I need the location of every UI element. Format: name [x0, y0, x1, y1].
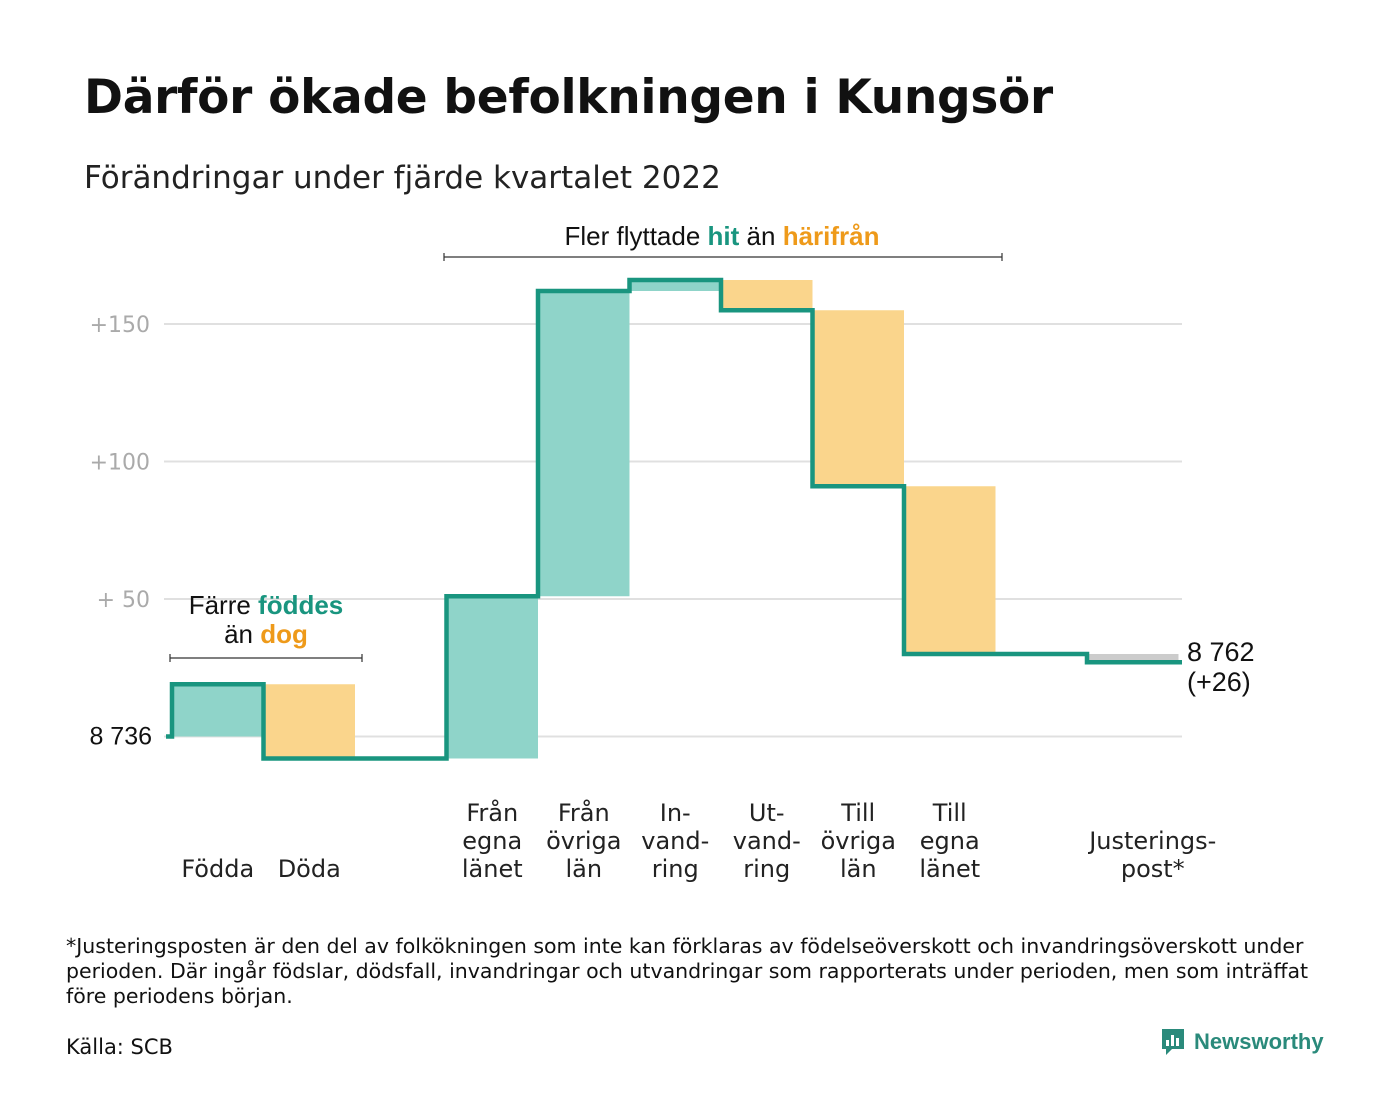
waterfall-bar: [263, 684, 355, 759]
waterfall-bar: [904, 486, 996, 654]
category-label-line: Till: [932, 799, 967, 827]
annotation-text: än: [739, 221, 782, 251]
category-label: Från övriga län: [546, 798, 621, 883]
category-label-line: ring: [743, 855, 790, 883]
category-label: In-vand-ring: [641, 799, 709, 883]
category-label-line: vand-: [641, 827, 709, 855]
category-label-line: post*: [1121, 855, 1185, 883]
annotation-highlight-out: härifrån: [783, 221, 880, 251]
footnote: *Justeringsposten är den del av folkökni…: [66, 934, 1309, 1008]
category-label: Från egna länet: [462, 798, 523, 883]
category-label-line: övriga: [821, 827, 896, 855]
category-label-line: Döda: [278, 855, 341, 883]
category-label-line: Födda: [181, 855, 254, 883]
annotation-highlight-in: hit: [708, 221, 740, 251]
births-bracket: [169, 654, 363, 662]
category-label-line: vand-: [733, 827, 801, 855]
waterfall-bar: [446, 596, 538, 759]
category-label: Döda: [278, 855, 341, 883]
category-label: Justerings-post*: [1087, 827, 1216, 883]
annotation-text: Fler flyttade: [564, 221, 707, 251]
end-change-label: (+26): [1187, 667, 1251, 697]
category-label: Till egna länet: [919, 799, 980, 883]
start-value-label: 8 736: [89, 723, 152, 751]
moves-bracket: [443, 253, 1003, 261]
waterfall-bar: [538, 291, 630, 597]
category-label-line: In-: [660, 799, 691, 827]
step-line: [166, 277, 1182, 761]
category-label: Till övriga län: [821, 799, 896, 883]
brand-name: Newsworthy: [1194, 1029, 1324, 1054]
waterfall-bar: [172, 684, 264, 737]
newsworthy-logo-icon: [1162, 1029, 1184, 1055]
brand-logo: Newsworthy: [1160, 1027, 1324, 1057]
category-label-line: Till: [840, 799, 875, 827]
category-label-line: länet: [919, 855, 980, 883]
y-tick-label: + 50: [97, 588, 150, 613]
category-label-line: länet: [462, 855, 523, 883]
annotation-highlight-in: föddes: [258, 590, 343, 620]
category-label: Födda: [181, 855, 254, 883]
y-tick-label: +100: [90, 451, 150, 476]
bars: [172, 280, 1179, 759]
category-label: Ut-vand-ring: [733, 799, 801, 883]
y-tick-label: +150: [90, 313, 150, 338]
annotation-births-line2: än dog: [224, 619, 308, 649]
step-line-layer: [166, 277, 1182, 761]
annotation-text: än: [224, 619, 260, 649]
category-label-line: Från: [466, 798, 518, 827]
annotation-highlight-out: dog: [260, 619, 308, 649]
waterfall-bar: [629, 280, 721, 291]
source-note: Källa: SCB: [66, 1035, 173, 1059]
category-label-line: län: [565, 855, 602, 883]
category-label-line: Justerings-: [1087, 827, 1216, 855]
waterfall-bar: [1087, 654, 1179, 663]
annotation-text: Färre: [189, 590, 258, 620]
annotation-moves: Fler flyttade hit än härifrån: [564, 221, 879, 251]
chart-subtitle: Förändringar under fjärde kvartalet 2022: [84, 160, 721, 196]
waterfall-bar: [812, 310, 904, 487]
waterfall-bar: [721, 280, 813, 311]
end-value-label: 8 762: [1187, 637, 1255, 667]
category-label-line: egna: [462, 827, 522, 855]
annotation-births-line1: Färre föddes: [189, 590, 344, 620]
category-label-line: län: [840, 855, 877, 883]
chart-title: Därför ökade befolkningen i Kungsör: [84, 70, 1053, 125]
category-label-line: Ut-: [749, 799, 785, 827]
category-label-line: egna: [920, 827, 980, 855]
category-label-line: Från: [558, 798, 610, 827]
category-label-line: övriga: [546, 827, 621, 855]
gridlines: [164, 323, 1182, 738]
category-label-line: ring: [652, 855, 699, 883]
